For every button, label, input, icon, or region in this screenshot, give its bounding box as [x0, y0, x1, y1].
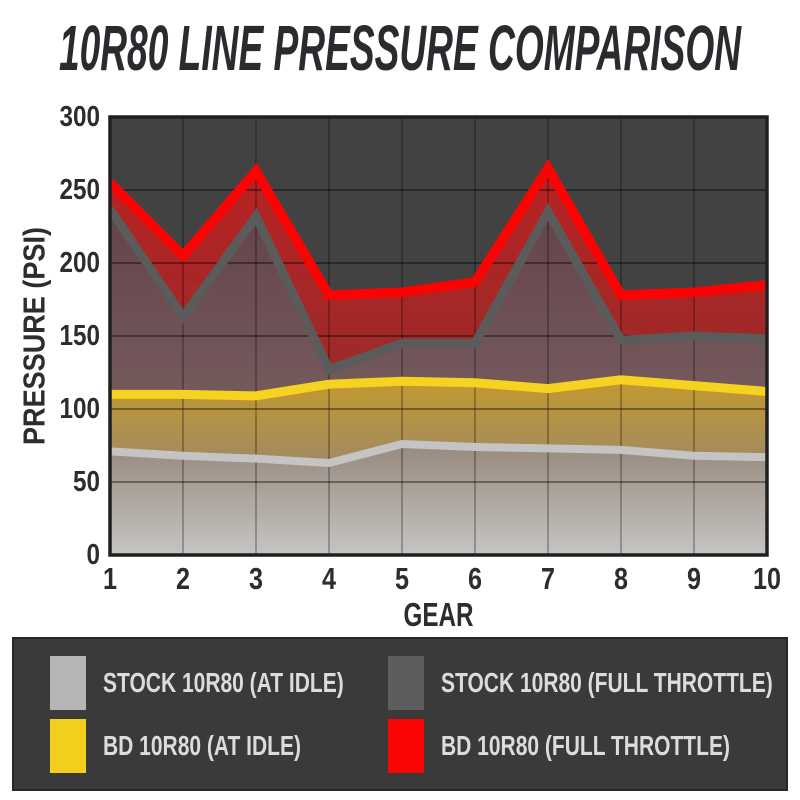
legend-label: BD 10R80 (FULL THROTTLE) — [441, 729, 730, 761]
series-line-stock-ft — [110, 202, 767, 376]
legend-label: BD 10R80 (AT IDLE) — [103, 729, 301, 761]
x-tick-label: 5 — [395, 561, 409, 596]
y-tick-label: 150 — [60, 320, 101, 352]
legend-swatch-stock-idle — [50, 655, 86, 710]
y-tick-label: 100 — [60, 393, 101, 425]
legend-swatch-bd-idle — [50, 718, 86, 773]
series-line-stock-idle — [110, 440, 767, 468]
y-tick-label: 300 — [60, 101, 101, 133]
x-tick-label: 7 — [541, 561, 555, 596]
series-line-bd-ft — [110, 158, 767, 300]
legend-label: STOCK 10R80 (FULL THROTTLE) — [441, 666, 773, 698]
x-tick-label: 1 — [103, 561, 117, 596]
series-line-bd-idle — [110, 375, 767, 401]
band-bd_idle — [110, 379, 767, 464]
y-tick-label: 0 — [87, 539, 101, 571]
legend-label: STOCK 10R80 (AT IDLE) — [103, 666, 344, 698]
y-tick-label: 50 — [73, 466, 100, 498]
x-tick-label: 2 — [176, 561, 190, 596]
legend-item-stock-full-throttle: STOCK 10R80 (FULL THROTTLE) — [388, 655, 800, 710]
axis-labels: 0 50 100 150 200 250 300 1 2 3 4 5 6 7 8 9 10 GEAR PRESSUR… — [17, 101, 782, 633]
band-stock_idle — [110, 444, 767, 555]
line-pressure-chart: 0 50 100 150 200 250 300 1 2 3 4 5 6 7 8 9 10 GEAR PRESSUR… — [17, 101, 782, 633]
x-tick-label: 10 — [753, 561, 781, 596]
page-title-text: 10R80 LINE PRESSURE COMPARISON — [58, 12, 742, 84]
y-tick-label: 200 — [60, 247, 101, 279]
x-tick-label: 3 — [249, 561, 263, 596]
series-lines — [110, 158, 767, 468]
plot-border — [108, 115, 769, 557]
x-axis-title: GEAR — [404, 596, 474, 633]
legend-item-bd-full-throttle: BD 10R80 (FULL THROTTLE) — [388, 718, 800, 773]
band-bd_ft — [110, 168, 767, 370]
page-title: 10R80 LINE PRESSURE COMPARISON — [0, 13, 800, 83]
chart-legend: STOCK 10R80 (AT IDLE) STOCK 10R80 (FULL … — [12, 637, 788, 791]
y-tick-label: 250 — [60, 174, 101, 206]
legend-item-bd-idle: BD 10R80 (AT IDLE) — [50, 718, 388, 773]
x-tick-label: 9 — [687, 561, 701, 596]
legend-item-stock-idle: STOCK 10R80 (AT IDLE) — [50, 655, 388, 710]
x-tick-label: 8 — [614, 561, 628, 596]
y-axis-title: PRESSURE (PSI) — [17, 227, 52, 445]
legend-swatch-stock-full-throttle — [388, 655, 424, 710]
x-tick-label: 6 — [468, 561, 482, 596]
x-tick-label: 4 — [322, 561, 337, 596]
legend-swatch-bd-full-throttle — [388, 718, 424, 773]
